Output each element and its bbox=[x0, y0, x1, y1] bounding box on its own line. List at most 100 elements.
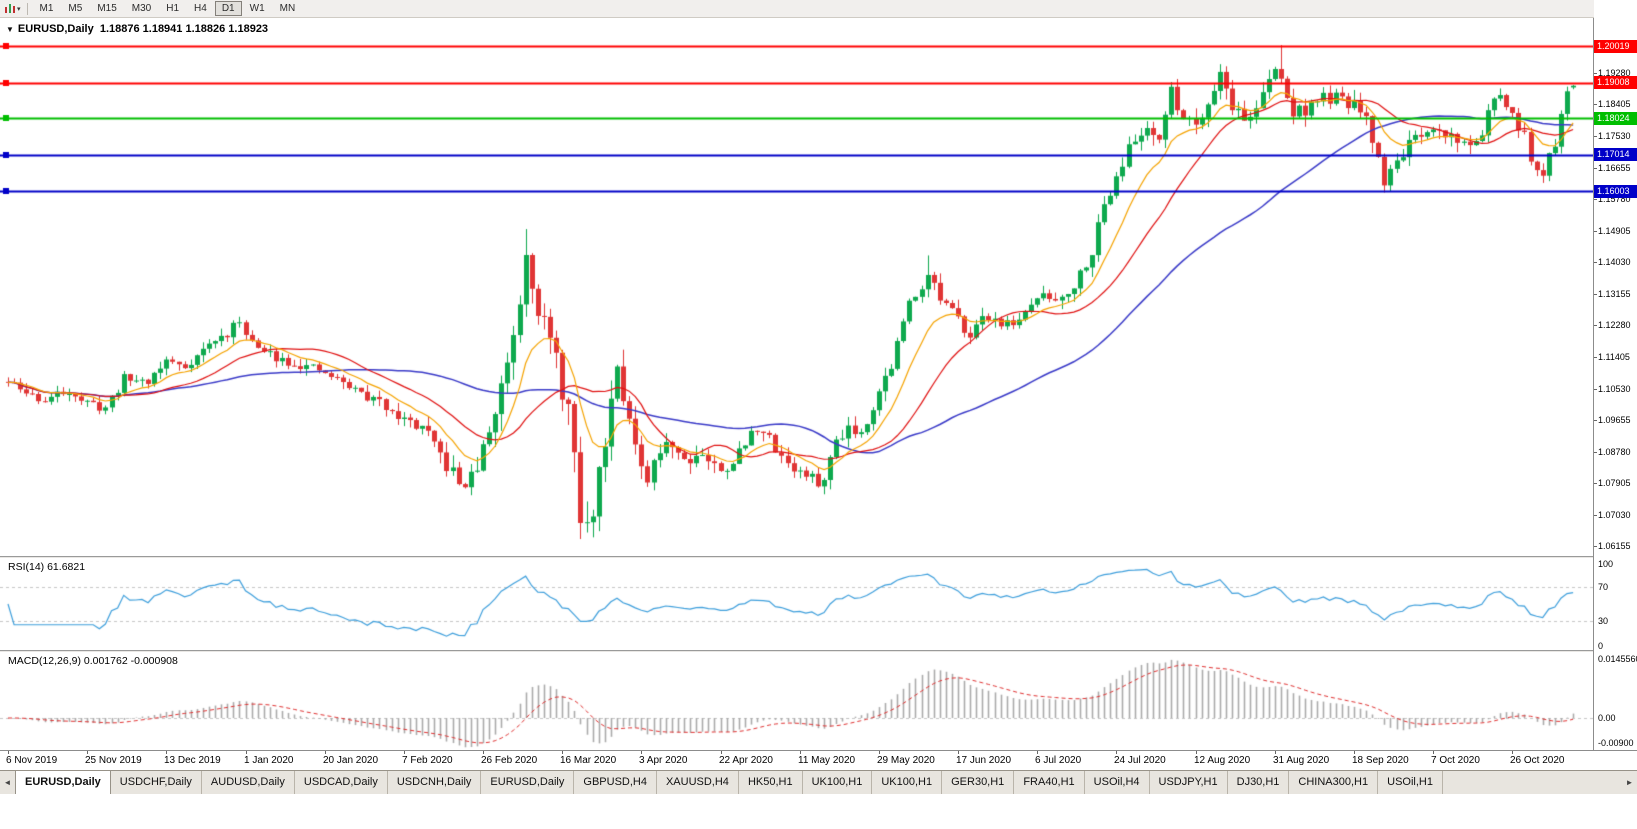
price-tick-label: 1.17530 bbox=[1598, 131, 1631, 141]
price-line-label: 1.19008 bbox=[1594, 76, 1637, 89]
price-tick-label: 1.16655 bbox=[1598, 163, 1631, 173]
price-tick-label: 1.13155 bbox=[1598, 289, 1631, 299]
chart-type-icon[interactable] bbox=[4, 3, 16, 15]
chart-title: ▼ EURUSD,Daily 1.18876 1.18941 1.18826 1… bbox=[6, 23, 268, 35]
timeframe-button-m5[interactable]: M5 bbox=[68, 3, 83, 14]
one-click-trading-arrow-icon[interactable]: ▼ bbox=[6, 24, 14, 34]
rsi-level-label: 100 bbox=[1598, 559, 1614, 569]
chart-tab-xauusd-h4[interactable]: XAUUSD,H4 bbox=[657, 771, 739, 794]
date-tick-mark bbox=[483, 751, 484, 754]
date-axis-label: 31 Aug 2020 bbox=[1273, 755, 1330, 766]
price-tick-label: 1.07905 bbox=[1598, 478, 1631, 488]
tabbar-spacer bbox=[1443, 771, 1622, 794]
chart-tab-usoil-h4[interactable]: USOil,H4 bbox=[1085, 771, 1150, 794]
timeframe-button-m30[interactable]: M30 bbox=[131, 3, 152, 14]
date-tick-mark bbox=[641, 751, 642, 754]
date-axis-label: 26 Oct 2020 bbox=[1510, 755, 1565, 766]
price-tick-mark bbox=[1594, 199, 1597, 200]
rsi-level-label: 70 bbox=[1598, 582, 1609, 592]
chart-tab-uk100-h1[interactable]: UK100,H1 bbox=[872, 771, 943, 794]
date-axis-label: 12 Aug 2020 bbox=[1194, 755, 1251, 766]
panel-splitter[interactable] bbox=[0, 650, 1637, 652]
macd-scale-max-label: 0.0145560 bbox=[1598, 654, 1637, 664]
chart-tab-usoil-h1[interactable]: USOil,H1 bbox=[1378, 771, 1443, 794]
price-tick-mark bbox=[1594, 483, 1597, 484]
timeframe-button-d1[interactable]: D1 bbox=[214, 1, 242, 16]
price-tick-mark bbox=[1594, 294, 1597, 295]
price-tick-label: 1.11405 bbox=[1598, 352, 1630, 362]
timeframe-button-mn[interactable]: MN bbox=[279, 3, 296, 14]
macd-indicator-label: MACD(12,26,9) 0.001762 -0.000908 bbox=[8, 655, 178, 667]
date-axis-label: 26 Feb 2020 bbox=[481, 755, 538, 766]
date-axis-label: 16 Mar 2020 bbox=[560, 755, 617, 766]
chart-tab-eurusd-daily[interactable]: EURUSD,Daily bbox=[15, 771, 111, 794]
chart-tab-fra40-h1[interactable]: FRA40,H1 bbox=[1014, 771, 1085, 794]
date-axis-label: 17 Jun 2020 bbox=[956, 755, 1012, 766]
chart-tab-gbpusd-h4[interactable]: GBPUSD,H4 bbox=[574, 771, 657, 794]
date-axis-label: 25 Nov 2019 bbox=[85, 755, 142, 766]
chart-tab-hk50-h1[interactable]: HK50,H1 bbox=[739, 771, 803, 794]
price-tick-label: 1.14030 bbox=[1598, 257, 1631, 267]
chart-tab-uk100-h1[interactable]: UK100,H1 bbox=[803, 771, 873, 794]
price-axis: 1.19280 1.18405 1.17530 1.16655 1.15780 1.149… bbox=[1594, 0, 1637, 770]
chart-tab-usdchf-daily[interactable]: USDCHF,Daily bbox=[111, 771, 202, 794]
date-axis-label: 11 May 2020 bbox=[798, 755, 856, 766]
chart-tab-usdcnh-daily[interactable]: USDCNH,Daily bbox=[388, 771, 482, 794]
price-tick-label: 1.18405 bbox=[1598, 99, 1631, 109]
chart-tab-ger30-h1[interactable]: GER30,H1 bbox=[942, 771, 1015, 794]
toolbar-separator bbox=[26, 2, 28, 15]
price-chart-canvas[interactable] bbox=[0, 18, 1593, 556]
chart-tab-usdcad-daily[interactable]: USDCAD,Daily bbox=[295, 771, 388, 794]
price-line-label: 1.16003 bbox=[1594, 185, 1637, 198]
price-tick-mark bbox=[1594, 104, 1597, 105]
date-axis-label: 13 Dec 2019 bbox=[164, 755, 221, 766]
timeframe-toolbar: ▾ M1 M5 M15 M30 H1 H4 D1 W1 MN bbox=[0, 0, 1637, 18]
chart-tab-audusd-daily[interactable]: AUDUSD,Daily bbox=[202, 771, 295, 794]
date-axis-label: 29 May 2020 bbox=[877, 755, 935, 766]
date-tick-mark bbox=[166, 751, 167, 754]
chart-type-dropdown-caret-icon[interactable]: ▾ bbox=[17, 5, 21, 13]
chart-tab-bar: ◄ EURUSD,Daily USDCHF,Daily AUDUSD,Daily US… bbox=[0, 770, 1637, 794]
price-tick-label: 1.08780 bbox=[1598, 447, 1631, 457]
date-axis-label: 3 Apr 2020 bbox=[639, 755, 688, 766]
chart-tab-usdjpy-h1[interactable]: USDJPY,H1 bbox=[1150, 771, 1228, 794]
date-tick-mark bbox=[1354, 751, 1355, 754]
price-tick-mark bbox=[1594, 546, 1597, 547]
price-tick-label: 1.10530 bbox=[1598, 384, 1631, 394]
date-tick-mark bbox=[404, 751, 405, 754]
date-tick-mark bbox=[325, 751, 326, 754]
timeframe-button-m15[interactable]: M15 bbox=[97, 3, 117, 14]
tabs-scroll-right-button[interactable]: ► bbox=[1625, 778, 1634, 787]
chart-tabs: EURUSD,Daily USDCHF,Daily AUDUSD,Daily USDC… bbox=[15, 771, 1443, 794]
price-tick-label: 1.06155 bbox=[1598, 541, 1631, 551]
chart-tab-china300-h1[interactable]: CHINA300,H1 bbox=[1289, 771, 1379, 794]
date-axis-label: 22 Apr 2020 bbox=[719, 755, 773, 766]
date-tick-mark bbox=[1196, 751, 1197, 754]
timeframe-button-m1[interactable]: M1 bbox=[39, 3, 54, 14]
price-tick-mark bbox=[1594, 168, 1597, 169]
panel-splitter[interactable] bbox=[0, 556, 1637, 558]
date-axis-label: 24 Jul 2020 bbox=[1114, 755, 1166, 766]
macd-indicator-canvas[interactable] bbox=[0, 652, 1593, 750]
date-axis-label: 20 Jan 2020 bbox=[323, 755, 379, 766]
price-tick-mark bbox=[1594, 325, 1597, 326]
date-axis: 6 Nov 2019 25 Nov 2019 13 Dec 2019 1 Jan 20… bbox=[0, 750, 1637, 770]
date-tick-mark bbox=[1116, 751, 1117, 754]
price-line-label: 1.20019 bbox=[1594, 40, 1637, 53]
status-strip bbox=[0, 794, 1637, 829]
timeframe-button-h4[interactable]: H4 bbox=[194, 3, 207, 14]
date-tick-mark bbox=[246, 751, 247, 754]
macd-scale-min-label: -0.00900 bbox=[1598, 738, 1634, 748]
price-tick-mark bbox=[1594, 73, 1597, 74]
tabs-scroll-left-button[interactable]: ◄ bbox=[3, 778, 12, 787]
timeframe-button-h1[interactable]: H1 bbox=[166, 3, 180, 14]
rsi-indicator-label: RSI(14) 61.6821 bbox=[8, 561, 86, 573]
price-tick-label: 1.19280 bbox=[1598, 68, 1631, 78]
price-tick-label: 1.09655 bbox=[1598, 415, 1631, 425]
chart-tab-eurusd-daily[interactable]: EURUSD,Daily bbox=[481, 771, 575, 794]
rsi-indicator-canvas[interactable] bbox=[0, 558, 1593, 650]
date-tick-mark bbox=[1275, 751, 1276, 754]
timeframe-button-w1[interactable]: W1 bbox=[249, 3, 265, 14]
chart-tab-dj30-h1[interactable]: DJ30,H1 bbox=[1228, 771, 1290, 794]
date-tick-mark bbox=[1433, 751, 1434, 754]
